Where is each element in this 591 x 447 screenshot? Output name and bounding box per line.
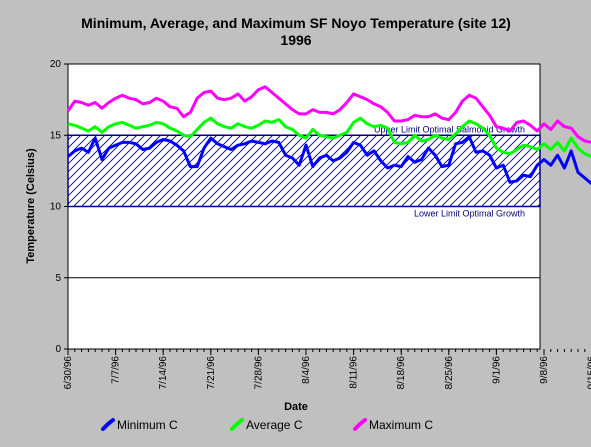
x-tick-label: 8/4/96 bbox=[301, 356, 312, 384]
x-tick-label: 8/11/96 bbox=[349, 356, 360, 389]
x-tick-label: 7/7/96 bbox=[111, 356, 122, 384]
legend-label-1: Average C bbox=[246, 418, 303, 432]
x-tick-label: 7/14/96 bbox=[158, 356, 169, 390]
x-tick-label: 8/18/96 bbox=[396, 356, 407, 390]
legend-swatch-2 bbox=[353, 418, 367, 431]
x-tick-label: 7/21/96 bbox=[206, 356, 217, 390]
series-line-0 bbox=[67, 135, 591, 186]
y-tick-label: 5 bbox=[55, 273, 61, 284]
legend-swatch-0 bbox=[101, 418, 115, 431]
x-axis-title: Date bbox=[284, 401, 308, 413]
series-line-2 bbox=[66, 85, 591, 144]
chart-title-line1: Minimum, Average, and Maximum SF Noyo Te… bbox=[81, 15, 511, 31]
legend: Minimum C Average C Maximum C bbox=[101, 418, 433, 432]
legend-swatch-1 bbox=[230, 418, 244, 431]
y-axis-ticks: 0 5 10 15 20 bbox=[50, 59, 68, 355]
lower-limit-label: Lower Limit Optimal Growth bbox=[414, 209, 525, 219]
y-tick-label: 10 bbox=[50, 202, 62, 213]
y-axis-title: Temperature (Celsius) bbox=[25, 148, 37, 264]
legend-label-0: Minimum C bbox=[117, 418, 178, 432]
x-tick-label: 9/8/96 bbox=[539, 356, 550, 384]
x-tick-label: 9/1/96 bbox=[491, 356, 502, 384]
y-tick-label: 20 bbox=[50, 59, 62, 70]
legend-label-2: Maximum C bbox=[369, 418, 433, 432]
series-line-1 bbox=[67, 116, 591, 158]
x-tick-label: 7/28/96 bbox=[253, 356, 264, 390]
y-tick-label: 15 bbox=[50, 130, 62, 141]
x-tick-label: 6/30/96 bbox=[63, 356, 74, 390]
y-tick-label: 0 bbox=[55, 344, 61, 355]
x-tick-label: 8/25/96 bbox=[444, 356, 455, 390]
upper-limit-label: Upper Limit Optimal Salmonid Growth bbox=[374, 124, 525, 134]
series-layer bbox=[66, 85, 591, 186]
chart-title-line2: 1996 bbox=[280, 32, 311, 48]
x-axis-ticks: 6/30/96 7/7/96 7/14/96 7/21/96 7/28/96 8/4/96… bbox=[63, 349, 591, 389]
x-tick-label: 9/15/96 bbox=[587, 356, 591, 390]
